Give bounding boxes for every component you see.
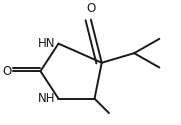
- Text: NH: NH: [37, 92, 55, 105]
- Text: O: O: [2, 65, 12, 78]
- Text: HN: HN: [37, 37, 55, 50]
- Text: O: O: [86, 2, 96, 15]
